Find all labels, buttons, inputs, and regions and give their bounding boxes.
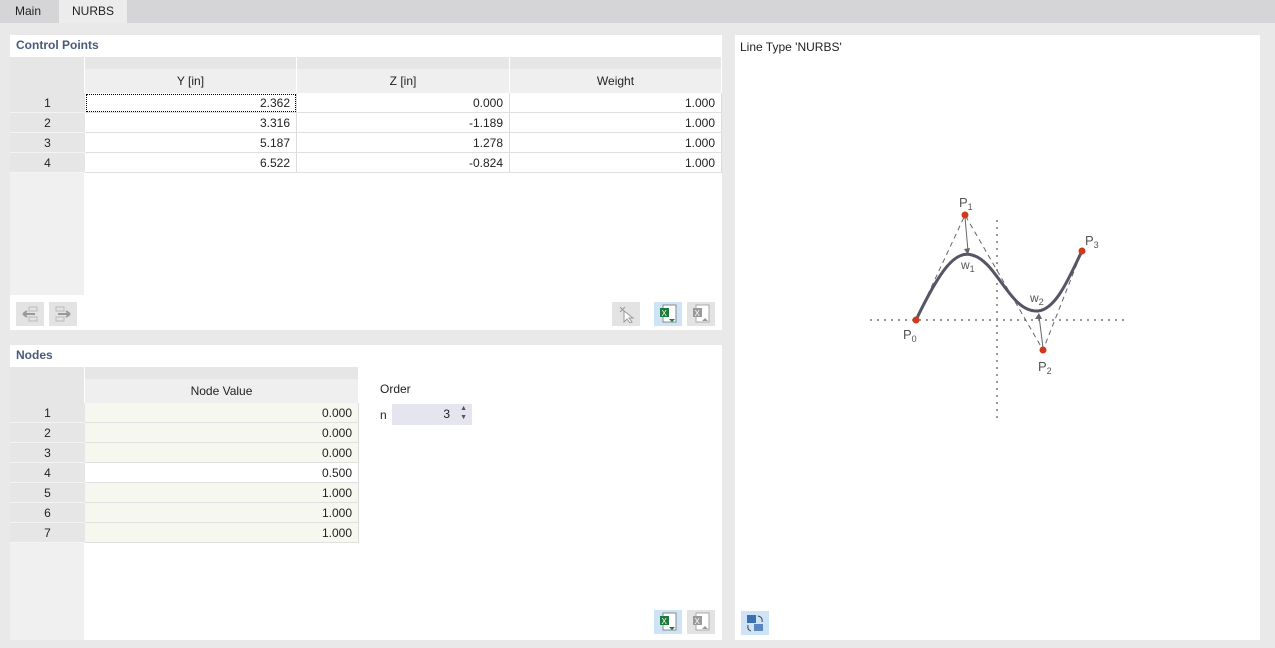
svg-text:X: X xyxy=(662,309,668,318)
label-w2: w2 xyxy=(1029,291,1044,307)
switch-view-icon xyxy=(747,615,763,632)
control-points-panel: Control Points Y [in] Z [in] Weight 1 2.… xyxy=(10,35,722,330)
cursor-pick-icon xyxy=(619,306,635,323)
header-strip xyxy=(85,367,359,379)
order-value: 3 xyxy=(443,407,450,421)
move-right-button[interactable] xyxy=(49,302,77,326)
cell-weight[interactable]: 1.000 xyxy=(510,93,722,113)
tab-nurbs[interactable]: NURBS xyxy=(59,0,128,23)
cell-weight[interactable]: 1.000 xyxy=(510,133,722,153)
excel-import-icon: X xyxy=(693,612,710,631)
excel-export-icon: X xyxy=(660,612,677,631)
svg-text:X: X xyxy=(695,617,701,626)
column-header-weight[interactable]: Weight xyxy=(510,69,722,93)
column-header-z[interactable]: Z [in] xyxy=(297,69,510,93)
tab-main[interactable]: Main xyxy=(15,4,42,18)
row-header[interactable]: 2 xyxy=(10,113,85,133)
label-p0: P0 xyxy=(903,327,917,344)
preview-panel: Line Type 'NURBS' P0 P1 P2 P3 w1 w2 xyxy=(735,35,1260,640)
excel-import-icon: X xyxy=(693,304,710,323)
cell-z[interactable]: 1.278 xyxy=(297,133,510,153)
svg-text:X: X xyxy=(662,617,668,626)
move-left-button[interactable] xyxy=(16,302,44,326)
corner-header xyxy=(10,379,85,403)
excel-export-icon: X xyxy=(660,304,677,323)
label-p2: P2 xyxy=(1038,359,1052,376)
label-p3: P3 xyxy=(1085,233,1099,250)
row-header[interactable]: 1 xyxy=(10,403,85,423)
row-header[interactable]: 5 xyxy=(10,483,85,503)
cell-y[interactable]: 3.316 xyxy=(85,113,297,133)
spinner-arrows-icon[interactable]: ▲ ▼ xyxy=(460,405,467,421)
control-point-p3 xyxy=(1078,247,1086,255)
row-header[interactable]: 7 xyxy=(10,523,85,543)
header-strip xyxy=(510,57,722,69)
order-spinner[interactable]: 3 ▲ ▼ xyxy=(392,404,472,425)
nodes-title: Nodes xyxy=(16,348,53,362)
cell-node-value[interactable]: 0.000 xyxy=(85,423,359,443)
cell-node-value[interactable]: 0.000 xyxy=(85,443,359,463)
n-label: n xyxy=(380,408,387,422)
label-w1: w1 xyxy=(960,258,975,274)
control-points-title: Control Points xyxy=(16,38,99,52)
cell-node-value[interactable]: 1.000 xyxy=(85,523,359,543)
tab-bar: Main NURBS xyxy=(0,0,1275,23)
insert-row-left-icon xyxy=(22,306,38,322)
header-strip xyxy=(10,57,85,69)
cell-node-value[interactable]: 0.500 xyxy=(85,463,359,483)
excel-export-button[interactable]: X xyxy=(654,610,682,634)
header-strip xyxy=(85,57,297,69)
excel-export-button[interactable]: X xyxy=(654,302,682,326)
svg-text:X: X xyxy=(695,309,701,318)
nurbs-diagram: P0 P1 P2 P3 w1 w2 xyxy=(870,195,1127,422)
label-p1: P1 xyxy=(959,195,973,212)
control-polygon xyxy=(915,213,1083,352)
header-strip xyxy=(297,57,510,69)
insert-row-right-icon xyxy=(55,306,71,322)
cell-weight[interactable]: 1.000 xyxy=(510,113,722,133)
cell-y[interactable]: 5.187 xyxy=(85,133,297,153)
control-point-p0 xyxy=(912,316,920,324)
weight-arrow-1 xyxy=(964,216,969,252)
row-header[interactable]: 3 xyxy=(10,443,85,463)
row-header[interactable]: 4 xyxy=(10,153,85,173)
weight-arrow-2 xyxy=(1038,315,1044,349)
row-header[interactable]: 4 xyxy=(10,463,85,483)
control-point-p2 xyxy=(1039,346,1047,354)
control-point-p1 xyxy=(961,211,969,219)
cell-weight[interactable]: 1.000 xyxy=(510,153,722,173)
column-header-y[interactable]: Y [in] xyxy=(85,69,297,93)
row-header[interactable]: 6 xyxy=(10,503,85,523)
pick-button[interactable] xyxy=(612,302,640,326)
switch-view-button[interactable] xyxy=(741,611,769,635)
nodes-panel: Nodes Node Value 1 0.000 2 0.000 3 0.000 4 … xyxy=(10,345,722,640)
cell-node-value[interactable]: 1.000 xyxy=(85,503,359,523)
row-header[interactable]: 3 xyxy=(10,133,85,153)
cell-z[interactable]: -0.824 xyxy=(297,153,510,173)
row-header[interactable]: 1 xyxy=(10,93,85,113)
cell-y[interactable]: 6.522 xyxy=(85,153,297,173)
cell-node-value[interactable]: 0.000 xyxy=(85,403,359,423)
excel-import-button[interactable]: X xyxy=(687,610,715,634)
preview-title: Line Type 'NURBS' xyxy=(740,40,842,54)
cell-node-value[interactable]: 1.000 xyxy=(85,483,359,503)
header-strip xyxy=(10,367,85,379)
excel-import-button[interactable]: X xyxy=(687,302,715,326)
nurbs-curve xyxy=(914,250,1084,321)
cell-z[interactable]: 0.000 xyxy=(297,93,510,113)
cell-z[interactable]: -1.189 xyxy=(297,113,510,133)
corner-header xyxy=(10,69,85,93)
column-header-node-value[interactable]: Node Value xyxy=(85,379,359,403)
order-label: Order xyxy=(380,382,411,396)
row-header[interactable]: 2 xyxy=(10,423,85,443)
cell-y[interactable]: 2.362 xyxy=(85,93,297,113)
